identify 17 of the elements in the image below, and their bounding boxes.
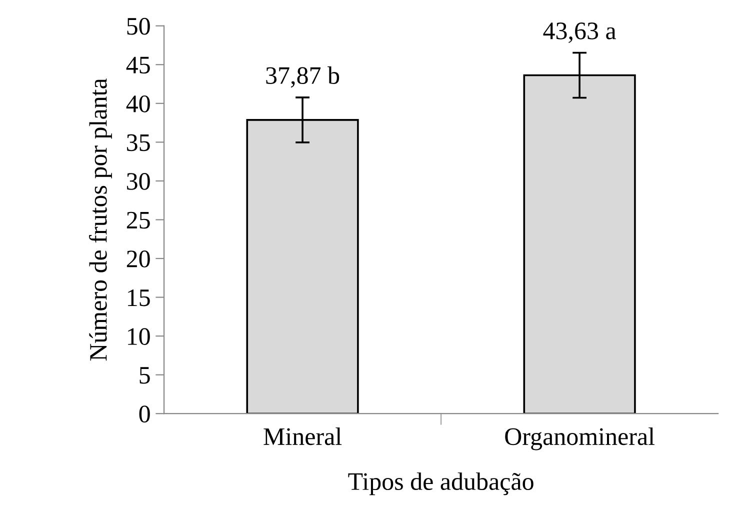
y-tick-label: 10 [128,328,150,345]
y-tick-label: 15 [128,289,150,306]
x-tick-label: Mineral [264,427,342,446]
y-tick-label: 5 [140,367,150,384]
data-label: 37,87 b [266,66,340,88]
y-tick-label: 0 [139,406,150,423]
data-label: 43,63 a [543,22,616,43]
y-tick-label: 45 [126,56,150,74]
y-tick-label: 35 [127,134,150,152]
y-tick-label: 25 [126,212,150,229]
y-axis-title: Número de frutos por planta [89,78,112,361]
y-tick-label: 30 [127,173,150,190]
y-tick-label: 40 [126,95,150,112]
y-tick-label: 50 [127,18,150,35]
x-tick-label: Organomineral [505,427,654,450]
y-tick-label: 20 [126,250,150,268]
x-axis-title: Tipos de adubação [348,472,534,496]
